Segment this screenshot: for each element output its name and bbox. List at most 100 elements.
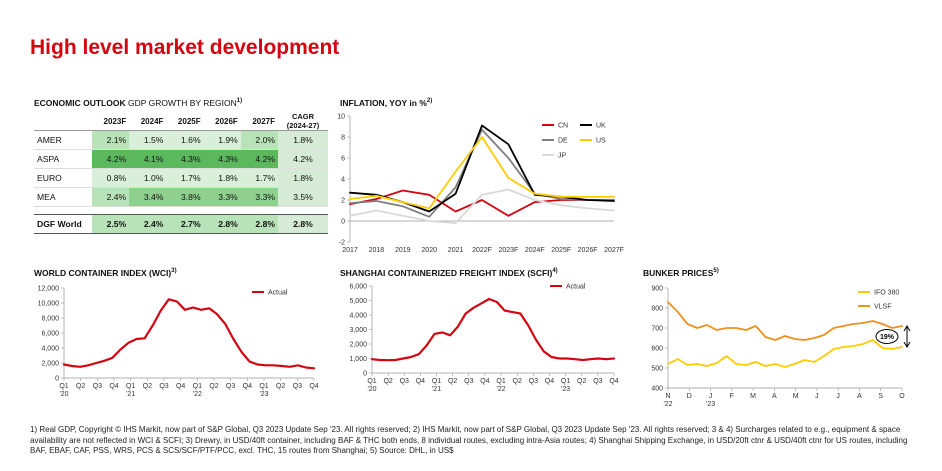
table-header-year: 2023F (92, 112, 130, 131)
wci-chart: 02,0004,0006,0008,00010,00012,000Q1'20Q2… (38, 286, 319, 399)
x-tick-label: O (899, 393, 905, 400)
y-tick-label: 700 (651, 326, 663, 333)
region-name: DGF World (34, 214, 92, 234)
y-tick-label: -2 (339, 240, 345, 247)
table-header-cagr: CAGR (2024-27) (278, 112, 328, 131)
region-name: AMER (34, 130, 92, 150)
x-tick-label: Q2 (76, 383, 85, 390)
gdp-value-cell: 1.0% (129, 168, 167, 188)
x-tick-label: 2021 (448, 247, 464, 254)
x-tick-label: Q4 (243, 383, 252, 390)
y-tick-label: 6,000 (349, 284, 367, 291)
cagr-period: (2024-27) (286, 121, 320, 130)
y-tick-label: 3,000 (349, 327, 367, 334)
x-tick-label: 2019 (395, 247, 411, 254)
table-row: ASPA 4.2% 4.1% 4.3% 4.3% 4.2% 4.2% (34, 149, 328, 169)
x-tick-label: Q2 (513, 378, 522, 385)
wci-footnote-ref: 3) (171, 268, 177, 275)
x-tick-label: 2026F (578, 247, 598, 254)
x-tick-label: Q3 (464, 378, 473, 385)
table-header-year: 2027F (240, 112, 279, 131)
x-tick-label: A (857, 393, 862, 400)
legend-label: CN (558, 123, 568, 130)
cagr-cell: 1.8% (278, 168, 328, 188)
gdp-value-cell: 2.1% (92, 130, 130, 150)
x-tick-label: Q4 (545, 378, 554, 385)
gdp-value-cell: 2.7% (166, 214, 204, 234)
x-tick-label: 2017 (342, 247, 358, 254)
x-tick-label: Q4 (176, 383, 185, 390)
gdp-value-cell: 0.8% (92, 168, 130, 188)
x-tick-year-label: '22 (497, 386, 506, 393)
x-tick-label: Q3 (593, 378, 602, 385)
x-tick-label: Q4 (416, 378, 425, 385)
gdp-value-cell: 2.4% (92, 187, 130, 207)
x-tick-label: M (750, 393, 756, 400)
inflation-title-text: INFLATION, YOY in % (340, 98, 427, 108)
gdp-value-cell: 1.5% (129, 130, 167, 150)
scfi-title-text: SHANGHAI CONTAINERIZED FREIGHT INDEX (SC… (340, 268, 553, 278)
x-tick-label: Q1 (432, 378, 441, 385)
page-title: High level market development (30, 36, 340, 59)
inflation-chart-title: INFLATION, YOY in %2) (340, 98, 432, 108)
x-tick-label: F (730, 393, 734, 400)
x-tick-label: 2020 (421, 247, 437, 254)
cagr-cell: 3.5% (278, 187, 328, 207)
y-tick-label: 2 (341, 198, 345, 205)
y-tick-label: 4 (341, 177, 345, 184)
cagr-cell: 1.8% (278, 130, 328, 150)
x-tick-year-label: '21 (432, 386, 441, 393)
gdp-value-cell: 2.5% (92, 214, 130, 234)
legend-label: Actual (268, 290, 288, 297)
series-line-jp (349, 188, 615, 224)
y-tick-label: 4,000 (41, 346, 59, 353)
x-tick-label: D (687, 393, 692, 400)
inflation-chart: -2 0 2 4 6 8 10 2017 2018 2019 2020 2021 2022F 2023F 2… (337, 114, 624, 255)
y-tick-label: 10 (337, 114, 345, 121)
series-line-actual (370, 297, 616, 362)
table-row: MEA 2.4% 3.4% 3.8% 3.3% 3.3% 3.5% (34, 187, 328, 207)
y-tick-label: 2,000 (41, 361, 59, 368)
y-tick-label: 12,000 (38, 286, 60, 293)
gdp-value-cell: 3.3% (240, 187, 279, 207)
y-tick-label: 500 (651, 366, 663, 373)
y-tick-label: 0 (341, 219, 345, 226)
legend-label: DE (558, 138, 568, 145)
y-tick-label: 1,000 (349, 356, 367, 363)
cagr-label: CAGR (291, 112, 315, 121)
gdp-value-cell: 4.3% (203, 149, 241, 169)
x-tick-label: Q1 (59, 383, 68, 390)
table-row: EURO 0.8% 1.0% 1.7% 1.8% 1.7% 1.8% (34, 168, 328, 188)
x-tick-label: Q2 (143, 383, 152, 390)
x-tick-label: S (878, 393, 883, 400)
x-tick-label: 2024F (525, 247, 545, 254)
x-tick-label: Q3 (159, 383, 168, 390)
x-tick-label: Q1 (367, 378, 376, 385)
table-row-total: DGF World 2.5% 2.4% 2.7% 2.8% 2.8% 2.8% (34, 214, 328, 234)
spread-badge-label: 19% (880, 334, 895, 341)
x-tick-label: Q1 (193, 383, 202, 390)
x-tick-label: Q3 (93, 383, 102, 390)
x-tick-label: A (772, 393, 777, 400)
gdp-value-cell: 2.4% (129, 214, 167, 234)
economic-outlook-title-light: GDP GROWTH BY REGION (127, 98, 237, 108)
economic-outlook-title-bold: ECONOMIC OUTLOOK (34, 98, 126, 108)
x-tick-label: Q4 (609, 378, 618, 385)
scfi-chart-title: SHANGHAI CONTAINERIZED FREIGHT INDEX (SC… (340, 268, 558, 278)
legend-label: IFO 380 (874, 290, 899, 297)
x-tick-label: Q2 (209, 383, 218, 390)
y-tick-label: 6,000 (41, 331, 59, 338)
table-header-year: 2025F (166, 112, 204, 131)
gdp-value-cell: 1.7% (240, 168, 279, 188)
x-tick-year-label: '22 (193, 391, 202, 398)
x-tick-label: Q3 (400, 378, 409, 385)
table-row: AMER 2.1% 1.5% 1.6% 1.9% 2.0% 1.8% (34, 130, 328, 150)
gdp-value-cell: 4.3% (166, 149, 204, 169)
x-tick-label: Q3 (529, 378, 538, 385)
x-tick-label: 2023F (498, 247, 518, 254)
x-tick-label: Q2 (577, 378, 586, 385)
gdp-value-cell: 2.0% (240, 130, 279, 150)
gdp-value-cell: 1.7% (166, 168, 204, 188)
